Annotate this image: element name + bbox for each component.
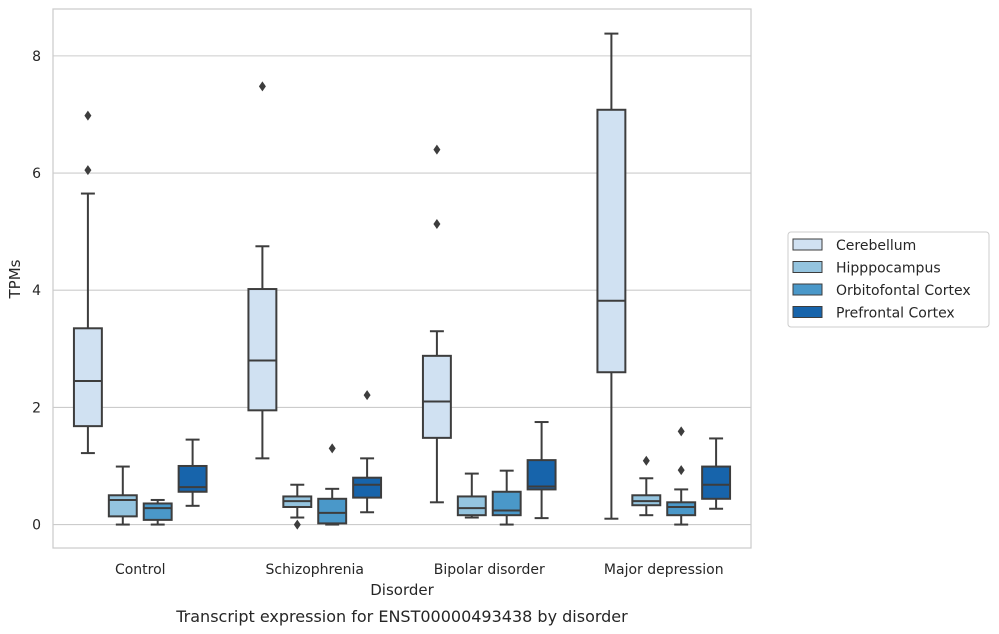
x-tick-label: Control xyxy=(115,562,166,578)
y-tick-label: 6 xyxy=(32,166,41,182)
box-iqr xyxy=(72,327,103,428)
chart-caption: Transcript expression for ENST0000049343… xyxy=(175,607,628,626)
legend-label: Hipppocampus xyxy=(836,261,941,277)
box-iqr xyxy=(421,354,452,439)
box-iqr xyxy=(247,288,278,412)
box-hipppocampus-0 xyxy=(107,465,138,526)
box-hipppocampus-3 xyxy=(631,455,662,517)
box-iqr xyxy=(701,465,732,500)
x-tick-label: Schizophrenia xyxy=(266,562,364,578)
y-axis-ticks: 0 2 4 6 8 xyxy=(32,49,41,534)
box-orbitofontal-cortex-1 xyxy=(317,443,348,526)
box-cerebellum-2 xyxy=(421,144,452,504)
box-prefrontal-cortex-1 xyxy=(352,390,383,514)
plot-frame xyxy=(52,8,752,549)
outlier-point xyxy=(363,390,371,401)
y-tick-label: 4 xyxy=(32,283,41,299)
x-axis-ticks: Control Schizophrenia Bipolar disorder Majo… xyxy=(115,562,724,578)
box-hipppocampus-2 xyxy=(456,472,487,519)
outlier-point xyxy=(433,219,441,230)
legend-swatch xyxy=(792,238,823,251)
box-cerebellum-0 xyxy=(72,110,103,455)
box-prefrontal-cortex-2 xyxy=(526,421,557,520)
outlier-point xyxy=(84,110,92,121)
outlier-point xyxy=(433,144,441,155)
box-iqr xyxy=(491,490,522,517)
box-orbitofontal-cortex-0 xyxy=(142,498,173,526)
box-iqr xyxy=(317,497,348,525)
box-orbitofontal-cortex-3 xyxy=(666,426,697,526)
box-iqr xyxy=(456,495,487,517)
x-tick-label: Bipolar disorder xyxy=(434,562,545,578)
plot-boxes xyxy=(72,32,732,530)
box-iqr xyxy=(666,501,697,517)
legend-label: Cerebellum xyxy=(836,238,916,254)
box-iqr xyxy=(596,108,627,374)
outlier-point xyxy=(293,519,301,530)
y-tick-label: 0 xyxy=(32,518,41,534)
legend-swatch xyxy=(792,261,823,273)
box-iqr xyxy=(352,476,383,499)
box-iqr xyxy=(142,502,173,521)
legend-swatch xyxy=(792,283,823,296)
y-tick-label: 2 xyxy=(32,400,41,416)
box-hipppocampus-1 xyxy=(282,483,313,530)
outlier-point xyxy=(642,455,650,466)
legend-label: Orbitofontal Cortex xyxy=(836,283,971,299)
outlier-point xyxy=(677,426,685,437)
box-prefrontal-cortex-3 xyxy=(701,437,732,510)
x-axis-label: Disorder xyxy=(370,581,434,599)
y-axis-label: TPMs xyxy=(6,259,24,299)
box-iqr xyxy=(107,494,138,518)
outlier-point xyxy=(677,465,685,476)
legend: Cerebellum Hipppocampus Orbitofontal Corte… xyxy=(787,231,990,328)
y-tick-label: 8 xyxy=(32,49,41,65)
box-cerebellum-3 xyxy=(596,32,627,520)
outlier-point xyxy=(84,165,92,176)
gridlines xyxy=(53,55,751,526)
legend-label: Prefrontal Cortex xyxy=(836,306,955,322)
box-prefrontal-cortex-0 xyxy=(177,438,208,507)
x-tick-label: Major depression xyxy=(604,562,724,578)
legend-frame xyxy=(787,231,990,328)
legend-swatch xyxy=(792,306,823,318)
outlier-point xyxy=(258,81,266,92)
outlier-point xyxy=(328,443,336,454)
box-cerebellum-1 xyxy=(247,81,278,460)
box-iqr xyxy=(526,459,557,491)
box-orbitofontal-cortex-2 xyxy=(491,469,522,526)
